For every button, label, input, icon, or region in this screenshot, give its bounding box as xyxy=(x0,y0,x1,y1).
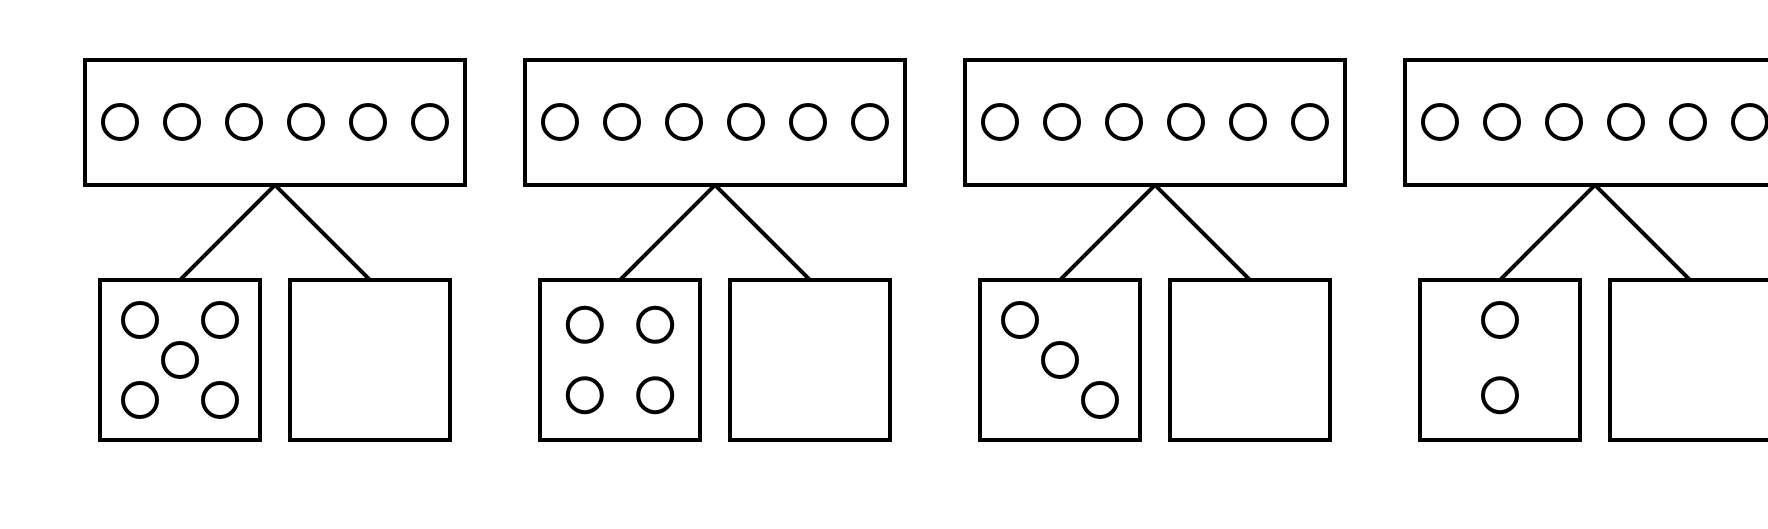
panel-4 xyxy=(1405,60,1768,440)
panel-1 xyxy=(85,60,465,440)
top-box-circle xyxy=(1547,105,1581,139)
left-die xyxy=(980,280,1140,440)
top-box-circle xyxy=(791,105,825,139)
connector-right xyxy=(715,185,810,280)
connector-right xyxy=(1155,185,1250,280)
top-box-circle xyxy=(667,105,701,139)
die-pip xyxy=(638,308,672,342)
top-box xyxy=(85,60,465,185)
panel-3 xyxy=(965,60,1345,440)
top-box-circle xyxy=(729,105,763,139)
top-box-circle xyxy=(1107,105,1141,139)
top-box-circle xyxy=(1733,105,1767,139)
top-box-circle xyxy=(605,105,639,139)
die-pip xyxy=(1483,303,1517,337)
top-box-circle xyxy=(1671,105,1705,139)
die-pip xyxy=(568,378,602,412)
top-box-circle xyxy=(1169,105,1203,139)
right-die xyxy=(290,280,450,440)
connector-right xyxy=(1595,185,1690,280)
top-box xyxy=(525,60,905,185)
top-box-circle xyxy=(289,105,323,139)
die-pip xyxy=(638,378,672,412)
top-box-circle xyxy=(543,105,577,139)
top-box-circle xyxy=(165,105,199,139)
die-pip xyxy=(1003,303,1037,337)
connector-left xyxy=(620,185,715,280)
top-box-circle xyxy=(413,105,447,139)
connector-left xyxy=(180,185,275,280)
connector-left xyxy=(1500,185,1595,280)
top-box-circle xyxy=(1423,105,1457,139)
connector-right xyxy=(275,185,370,280)
die-pip xyxy=(123,383,157,417)
top-box-circle xyxy=(983,105,1017,139)
die-pip xyxy=(1483,378,1517,412)
right-die xyxy=(730,280,890,440)
left-die xyxy=(540,280,700,440)
die-pip xyxy=(1083,383,1117,417)
die-pip xyxy=(1043,343,1077,377)
connector-left xyxy=(1060,185,1155,280)
top-box-circle xyxy=(227,105,261,139)
top-box-circle xyxy=(1045,105,1079,139)
right-die xyxy=(1170,280,1330,440)
top-box-circle xyxy=(853,105,887,139)
die-pip xyxy=(163,343,197,377)
top-box-circle xyxy=(351,105,385,139)
top-box-circle xyxy=(1609,105,1643,139)
die-pip xyxy=(203,383,237,417)
top-box-circle xyxy=(103,105,137,139)
die-pip xyxy=(568,308,602,342)
top-box-circle xyxy=(1293,105,1327,139)
top-box-circle xyxy=(1485,105,1519,139)
left-die xyxy=(100,280,260,440)
diagram-canvas xyxy=(0,0,1768,529)
top-box-circle xyxy=(1231,105,1265,139)
die-pip xyxy=(203,303,237,337)
right-die xyxy=(1610,280,1768,440)
die-pip xyxy=(123,303,157,337)
panel-2 xyxy=(525,60,905,440)
top-box xyxy=(965,60,1345,185)
top-box xyxy=(1405,60,1768,185)
